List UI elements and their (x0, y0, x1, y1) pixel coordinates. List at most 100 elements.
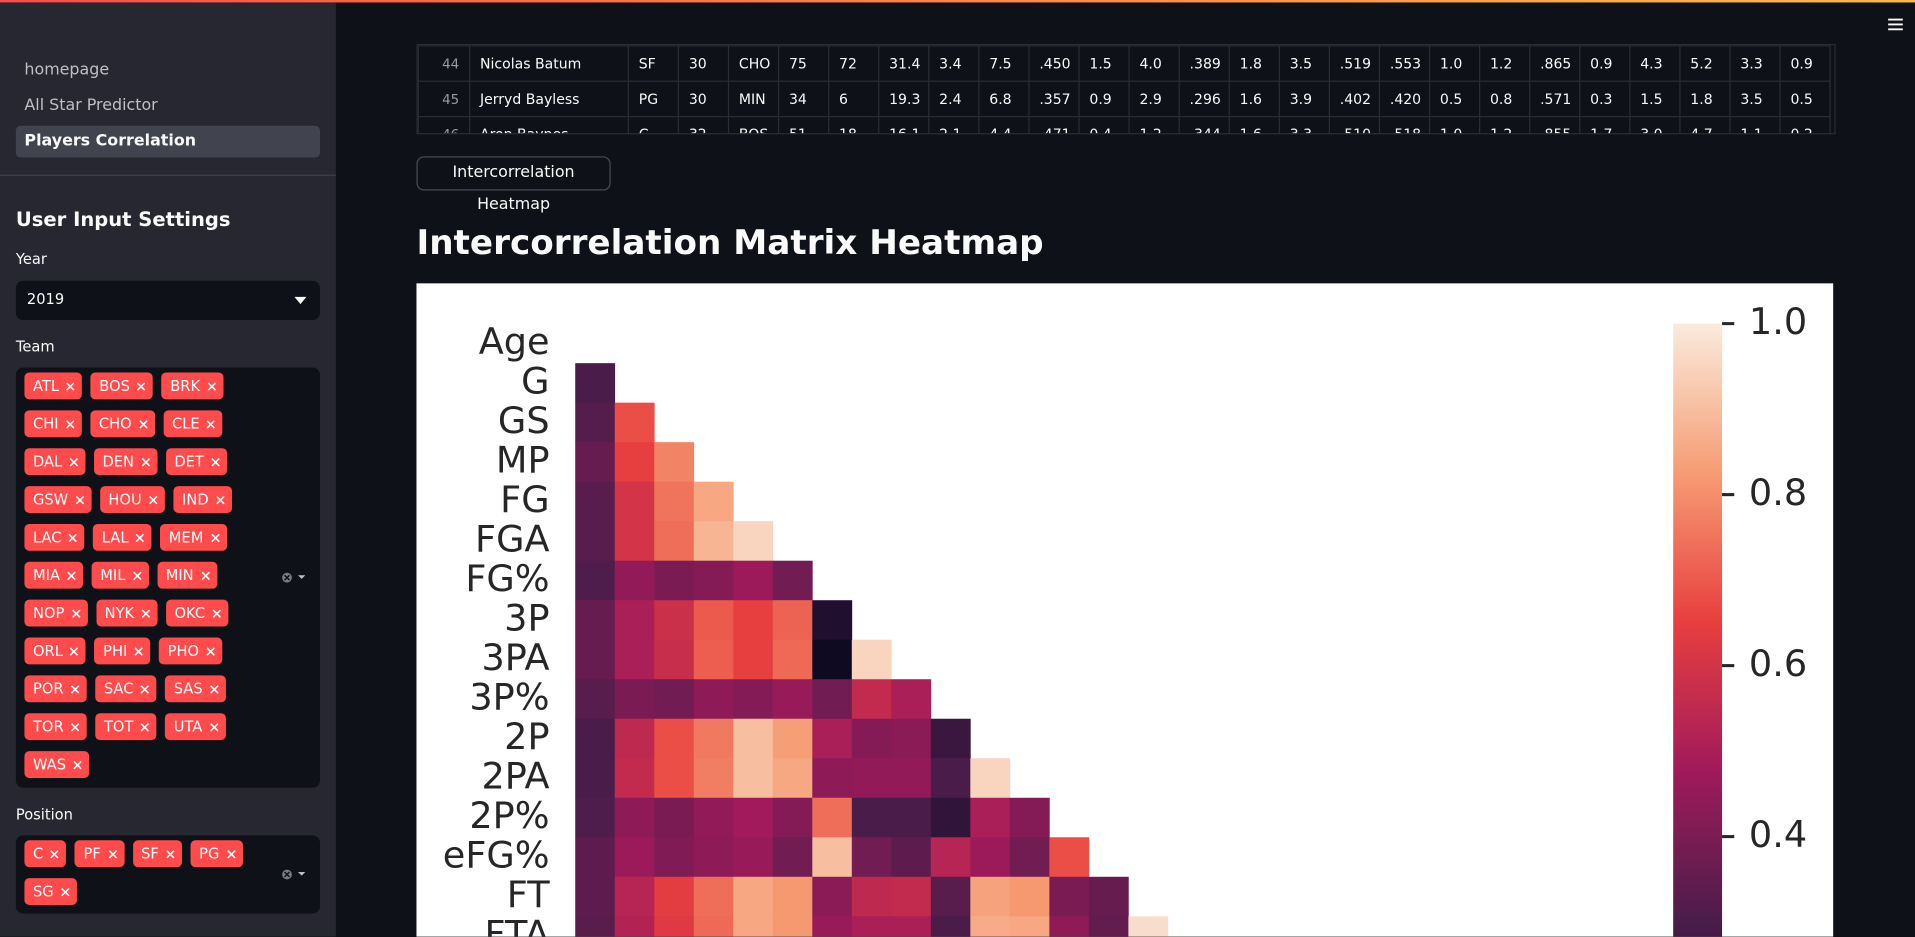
table-cell: .571 (1529, 80, 1581, 118)
table-cell: 6 (828, 80, 880, 118)
heatmap-cell (970, 797, 1011, 838)
table-cell: .518 (1378, 116, 1431, 134)
heatmap-cell (575, 718, 616, 759)
menu-icon[interactable] (1887, 17, 1904, 32)
chip-remove[interactable] (140, 684, 150, 694)
heatmap-cell (614, 718, 655, 759)
chip-remove[interactable] (69, 457, 79, 466)
heatmap-cell (930, 876, 971, 917)
chip-remove[interactable] (50, 849, 60, 858)
chip-remove[interactable] (65, 419, 75, 429)
heatmap-cell (575, 679, 616, 720)
remove-icon (66, 381, 75, 391)
chip-remove[interactable] (71, 608, 81, 618)
chip-remove[interactable] (134, 646, 144, 656)
chip-remove[interactable] (73, 760, 82, 769)
table-cell: 0.9 (1779, 45, 1831, 82)
chip-remove[interactable] (108, 849, 117, 858)
table-cell: 1.2 (1479, 45, 1531, 82)
select-controls[interactable] (281, 572, 318, 584)
chip-label: TOR (32, 718, 64, 736)
heatmap-cell (693, 876, 734, 917)
chip-remove[interactable] (137, 381, 146, 391)
chip-remove[interactable] (75, 495, 84, 504)
heatmap-cell (614, 521, 655, 562)
heatmap-cell (693, 758, 734, 799)
chip-remove[interactable] (67, 571, 76, 580)
position-multiselect[interactable]: C PF SF PG SG (15, 835, 320, 914)
heatmap-cell (891, 718, 932, 759)
heatmap-button[interactable]: Intercorrelation Heatmap (416, 156, 611, 214)
heatmap-cell (614, 679, 655, 720)
chip: ATL (24, 372, 83, 400)
heatmap-cell (733, 797, 774, 838)
chip-remove[interactable] (166, 849, 175, 858)
chip-list: C PF SF PG SG (24, 840, 274, 905)
chip: UTA (165, 713, 226, 741)
chip-label: MIA (32, 566, 60, 584)
chip-remove[interactable] (149, 495, 158, 504)
chip-remove[interactable] (132, 571, 142, 580)
heatmap-cell (1128, 916, 1169, 937)
heatmap-cell (851, 837, 892, 878)
heatmap-cell (970, 758, 1011, 799)
heatmap-cell (1088, 876, 1129, 917)
select-controls[interactable] (281, 868, 318, 880)
chip-remove[interactable] (212, 608, 221, 618)
chip-remove[interactable] (226, 849, 236, 858)
chip-remove[interactable] (207, 381, 216, 391)
chip-label: WAS (32, 755, 67, 774)
chip-remove[interactable] (68, 533, 78, 542)
team-label: Team (15, 338, 55, 356)
chip-remove[interactable] (141, 608, 151, 618)
heatmap-cell (1009, 916, 1050, 937)
row-label: Age (479, 320, 550, 363)
chip-remove[interactable] (201, 571, 210, 580)
chip-remove[interactable] (207, 419, 216, 429)
chip-remove[interactable] (66, 381, 75, 391)
chip-remove[interactable] (140, 722, 150, 731)
chip-remove[interactable] (211, 457, 220, 466)
table-cell: 5.2 (1679, 45, 1731, 82)
chip-remove[interactable] (135, 533, 145, 542)
table-cell: 4.4 (978, 116, 1030, 134)
heatmap-cell (575, 639, 616, 680)
heatmap-cell (575, 363, 616, 404)
chip: DET (165, 448, 228, 476)
chip-remove[interactable] (206, 646, 215, 656)
row-label: 3PA (481, 636, 549, 679)
row-label: 2P (504, 715, 549, 758)
heatmap-cell (654, 758, 695, 799)
chip-label: SG (32, 883, 54, 901)
chip: OKC (165, 599, 229, 627)
heatmap: AgeGGSMPFGFGAFG%3P3PA3P%2P2PA2P%eFG%FTFT… (443, 300, 1807, 937)
heatmap-cell (614, 758, 655, 799)
chip-remove[interactable] (210, 684, 219, 694)
chip-remove[interactable] (215, 495, 225, 504)
remove-icon (212, 608, 221, 618)
table-cell: 1.6 (1228, 80, 1280, 118)
team-multiselect[interactable]: ATL BOS BRK CHI CHO CLE DAL DEN DET GSW HOU IND LAC L… (15, 367, 320, 788)
heatmap-cell (614, 600, 655, 641)
table-row: 46Aron BaynesC32BOS511816.12.14.4.4710.4… (417, 116, 1831, 134)
chip-remove[interactable] (70, 646, 79, 656)
nav-link[interactable]: Players Correlation (15, 125, 320, 158)
chip-remove[interactable] (141, 457, 150, 466)
chip-remove[interactable] (61, 887, 70, 896)
chip-remove[interactable] (210, 533, 220, 542)
heatmap-cell (654, 837, 695, 878)
table-cell: 18 (828, 116, 880, 134)
nav-link[interactable]: homepage (24, 61, 110, 80)
table-cell: .519 (1328, 45, 1381, 82)
table-cell: 30 (677, 80, 730, 118)
nav-link[interactable]: All Star Predictor (24, 96, 158, 115)
chip: DAL (24, 448, 86, 476)
year-select[interactable]: 2019 (15, 280, 320, 320)
table-cell: C (627, 116, 680, 134)
chip-remove[interactable] (71, 722, 80, 731)
remove-icon (210, 533, 220, 542)
chip-remove[interactable] (209, 722, 219, 731)
chip-remove[interactable] (70, 684, 80, 694)
divider (0, 174, 336, 176)
chip-remove[interactable] (139, 419, 148, 429)
